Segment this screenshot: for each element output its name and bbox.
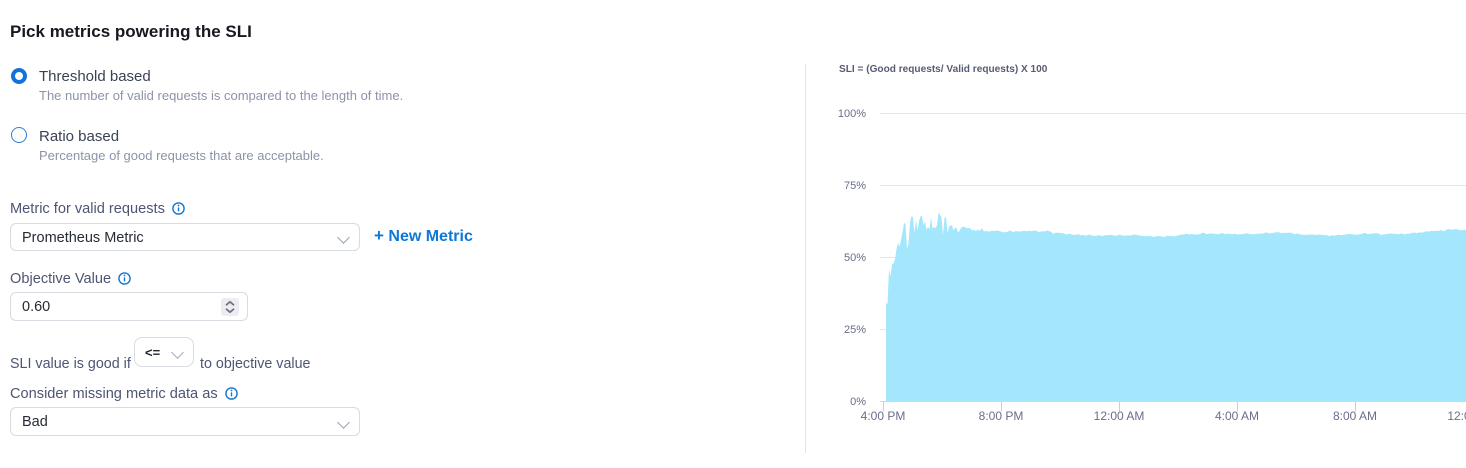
svg-text:8:00 AM: 8:00 AM bbox=[1333, 409, 1377, 423]
svg-text:12:00 PM: 12:00 PM bbox=[1447, 409, 1466, 423]
svg-text:8:00 PM: 8:00 PM bbox=[979, 409, 1024, 423]
svg-text:0%: 0% bbox=[850, 396, 866, 408]
svg-text:25%: 25% bbox=[844, 324, 866, 336]
svg-text:75%: 75% bbox=[844, 180, 866, 192]
svg-text:4:00 AM: 4:00 AM bbox=[1215, 409, 1259, 423]
svg-text:4:00 PM: 4:00 PM bbox=[861, 409, 906, 423]
svg-text:50%: 50% bbox=[844, 252, 866, 264]
svg-text:100%: 100% bbox=[838, 108, 866, 120]
svg-text:12:00 AM: 12:00 AM bbox=[1094, 409, 1145, 423]
